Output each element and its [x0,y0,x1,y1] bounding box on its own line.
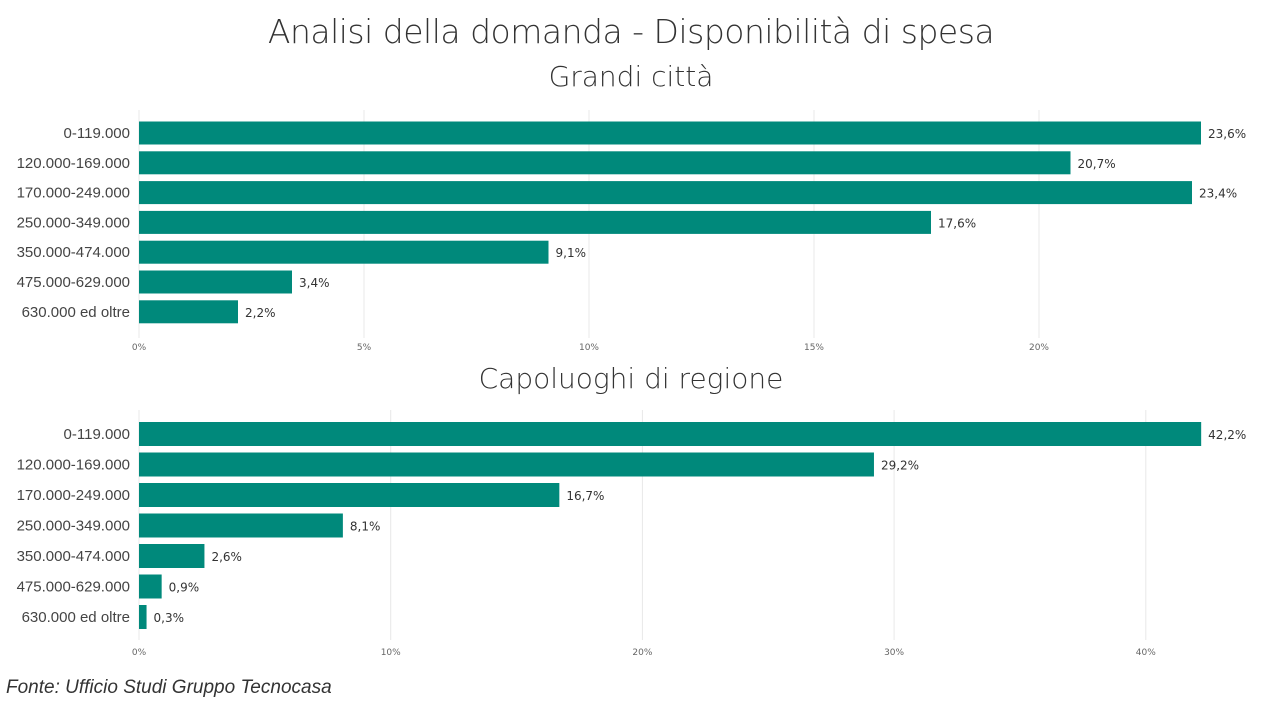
source-note: Fonte: Ufficio Studi Gruppo Tecnocasa [6,677,332,698]
category-label: 630.000 ed oltre [22,609,130,626]
x-tick-label: 40% [1136,648,1156,658]
x-tick-label: 10% [381,648,401,658]
bar [139,240,549,264]
category-label: 630.000 ed oltre [22,304,130,321]
category-label: 250.000-349.000 [17,214,130,231]
x-tick-label: 10% [579,343,599,353]
bar [139,270,292,294]
data-label: 0,9% [169,581,200,595]
category-label: 170.000-249.000 [17,487,130,504]
x-tick-label: 0% [132,648,147,658]
bar [139,544,205,568]
category-label: 170.000-249.000 [17,185,130,202]
category-label: 350.000-474.000 [17,548,130,565]
data-label: 20,7% [1078,157,1116,171]
data-label: 2,6% [211,550,242,564]
x-tick-label: 20% [1029,343,1049,353]
category-label: 350.000-474.000 [17,244,130,261]
data-label: 17,6% [938,216,976,230]
data-label: 2,2% [245,306,276,320]
bar [139,210,931,234]
chart-title-grandi-citta: Grandi città [548,60,714,93]
data-label: 16,7% [566,489,604,503]
data-label: 8,1% [350,520,381,534]
bar [139,422,1202,446]
bar [139,574,162,599]
x-tick-label: 15% [804,343,824,353]
chart-grandi-citta: 0% 5% 10% 15% 20% 0-119.000 23,6% 120.000-169.0… [17,110,1246,353]
chart-title-capoluoghi: Capoluoghi di regione [478,362,784,395]
category-label: 250.000-349.000 [17,518,130,535]
category-label: 475.000-629.000 [17,579,130,596]
data-label: 9,1% [556,246,587,260]
data-label: 29,2% [881,459,919,473]
bar [139,300,238,324]
bar [139,181,1192,205]
bar [139,452,874,477]
bar [139,513,343,538]
x-tick-label: 20% [632,648,652,658]
category-label: 0-119.000 [64,426,130,443]
page-title: Analisi della domanda - Disponibilità di… [267,12,995,51]
category-label: 0-119.000 [64,125,130,142]
x-tick-label: 30% [884,648,904,658]
x-tick-label: 5% [357,343,372,353]
category-label: 475.000-629.000 [17,274,130,291]
bar [139,483,560,507]
data-label: 42,2% [1208,428,1246,442]
chart-capoluoghi: 0% 10% 20% 30% 40% 0-119.000 42,2% 120.000-169.… [17,410,1246,658]
category-label: 120.000-169.000 [17,155,130,172]
data-label: 0,3% [154,611,185,625]
bar [139,605,147,629]
x-tick-label: 0% [132,343,147,353]
bar [139,151,1071,175]
data-label: 3,4% [299,276,330,290]
category-label: 120.000-169.000 [17,457,130,474]
bar [139,121,1201,145]
data-label: 23,6% [1208,127,1246,141]
data-label: 23,4% [1199,187,1237,201]
